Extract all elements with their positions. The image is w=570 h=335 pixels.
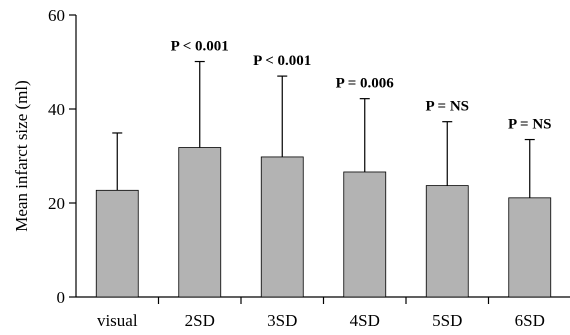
y-tick-label: 40 (48, 100, 65, 119)
y-tick-label: 60 (48, 6, 65, 25)
x-tick-label: 4SD (350, 311, 380, 330)
y-tick-label: 0 (57, 288, 66, 307)
bar-2sd (178, 147, 222, 298)
p-value-annotation: P = NS (425, 99, 469, 115)
bar-3sd (260, 156, 304, 298)
x-tick-label: 6SD (515, 311, 545, 330)
x-tick-label: 5SD (432, 311, 462, 330)
bar-5sd (425, 185, 469, 298)
p-value-annotation: P = 0.006 (336, 76, 395, 92)
p-value-annotation: P < 0.001 (171, 39, 229, 55)
x-tick-label: visual (97, 311, 138, 330)
x-tick-label: 2SD (185, 311, 215, 330)
y-tick-label: 20 (48, 194, 65, 213)
x-tick-label: 3SD (267, 311, 297, 330)
plot-area: 0 20 40 60 visual 2SD P < 0.001 3SD P < 0.001 4SD… (48, 6, 570, 330)
y-axis-label: Mean infarct size (ml) (12, 80, 31, 232)
bar-4sd (343, 171, 387, 298)
bar-visual (95, 189, 139, 298)
p-value-annotation: P < 0.001 (253, 53, 311, 69)
p-value-annotation: P = NS (508, 117, 552, 133)
bar-6sd (508, 197, 552, 298)
